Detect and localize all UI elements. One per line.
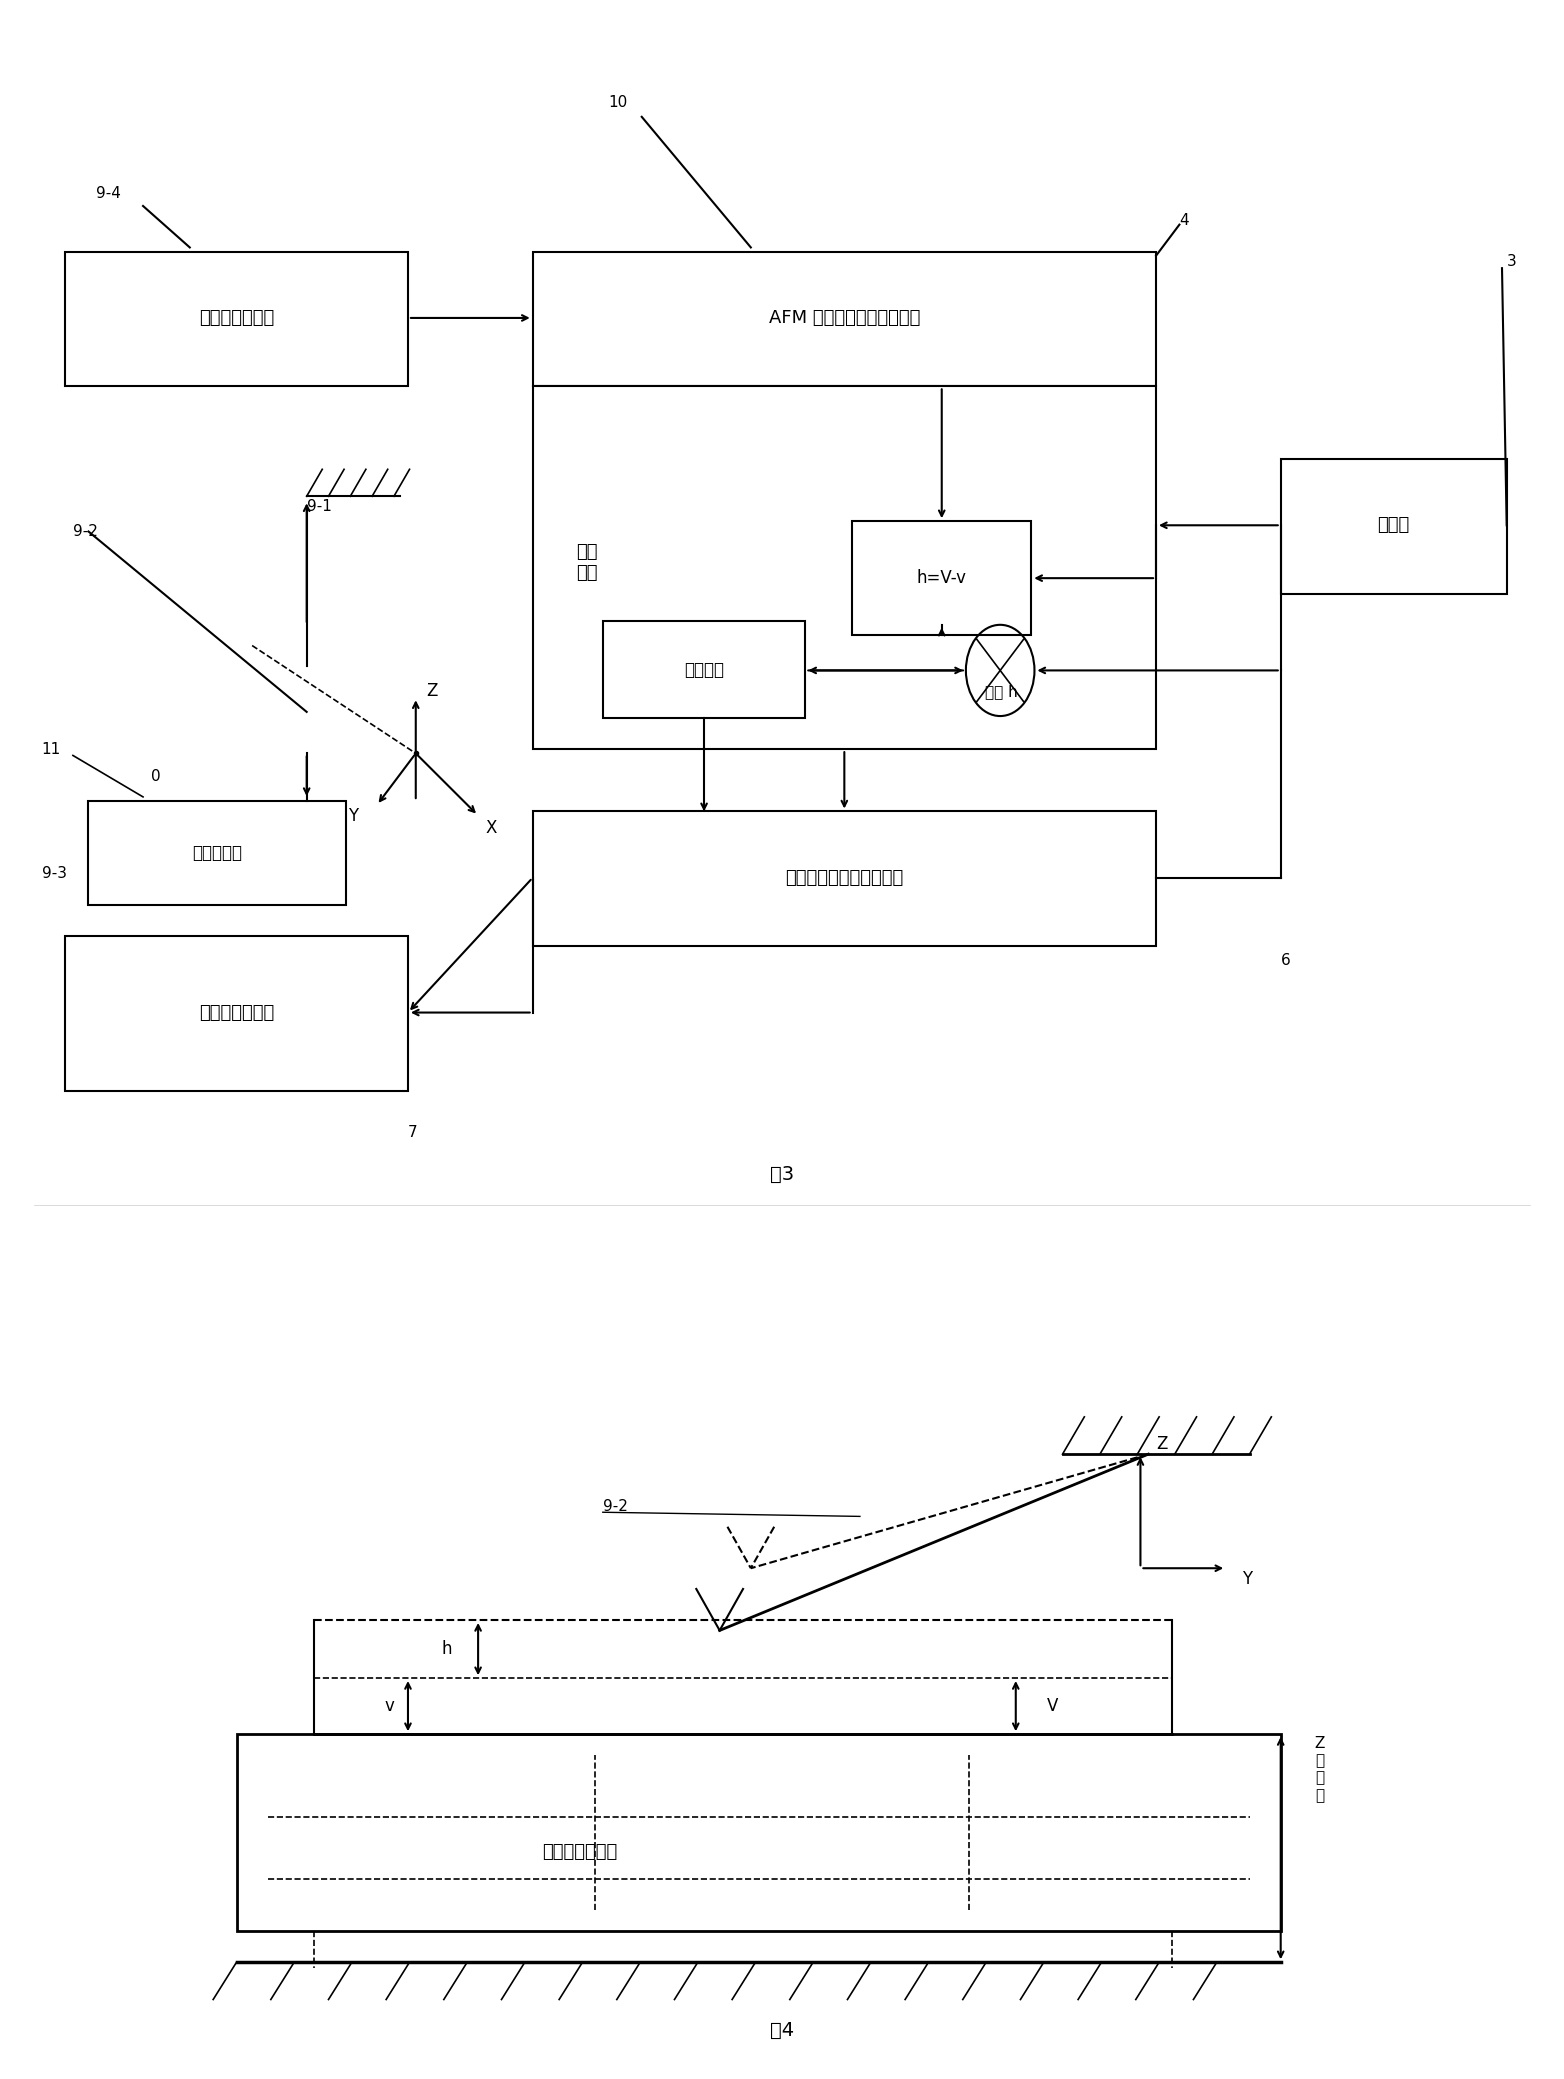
Text: AFM 微悬臂光杠杆检测电路: AFM 微悬臂光杠杆检测电路: [768, 310, 920, 326]
Text: 7: 7: [408, 1125, 418, 1139]
Text: 设定 h: 设定 h: [985, 684, 1017, 699]
Text: 0: 0: [150, 769, 161, 784]
Text: V: V: [1046, 1696, 1059, 1715]
Text: 3: 3: [1506, 254, 1517, 270]
Text: 计算机: 计算机: [1378, 516, 1409, 534]
FancyBboxPatch shape: [1281, 459, 1506, 595]
Text: 控制算法: 控制算法: [683, 661, 724, 680]
Text: 光杠杆测彷装置: 光杠杆测彷装置: [199, 310, 274, 326]
FancyBboxPatch shape: [66, 252, 408, 387]
Text: 9-4: 9-4: [97, 185, 120, 202]
Text: Z: Z: [427, 682, 438, 701]
Text: 图3: 图3: [769, 1164, 795, 1183]
FancyBboxPatch shape: [533, 811, 1156, 946]
FancyBboxPatch shape: [602, 622, 805, 717]
Text: X: X: [486, 819, 497, 838]
Text: h=V-v: h=V-v: [917, 570, 967, 586]
Text: Z
向
进
给: Z 向 进 给: [1314, 1736, 1325, 1802]
Text: 10: 10: [608, 96, 629, 110]
Text: 9-3: 9-3: [42, 867, 67, 881]
Text: 6: 6: [1281, 952, 1290, 969]
Text: 4: 4: [1179, 212, 1189, 229]
Text: 图4: 图4: [769, 2021, 795, 2039]
FancyBboxPatch shape: [852, 522, 1031, 636]
FancyBboxPatch shape: [533, 387, 1156, 748]
Text: Y: Y: [1242, 1570, 1251, 1588]
Text: 三维微动工作台控制电路: 三维微动工作台控制电路: [785, 869, 904, 888]
FancyBboxPatch shape: [236, 1734, 1281, 1931]
Text: h: h: [441, 1640, 452, 1659]
FancyBboxPatch shape: [533, 252, 1156, 387]
Text: 9-2: 9-2: [602, 1499, 627, 1514]
Text: 三维微动工作台: 三维微动工作台: [199, 1004, 274, 1021]
Text: 被加工工件: 被加工工件: [192, 844, 242, 863]
Text: 主单
片机: 主单 片机: [577, 543, 597, 582]
Text: 9-1: 9-1: [307, 499, 332, 514]
Text: Y: Y: [349, 807, 358, 825]
Text: 三维微动工作台: 三维微动工作台: [541, 1844, 618, 1861]
Text: v: v: [385, 1696, 394, 1715]
FancyBboxPatch shape: [89, 800, 346, 904]
Text: 11: 11: [42, 742, 61, 757]
Text: 9-2: 9-2: [74, 524, 99, 538]
Text: Z: Z: [1156, 1435, 1167, 1453]
FancyBboxPatch shape: [66, 936, 408, 1091]
